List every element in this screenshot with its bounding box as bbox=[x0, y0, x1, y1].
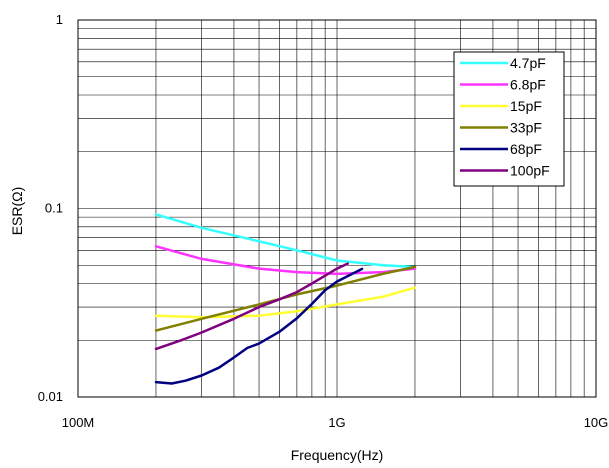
series-line-100pF bbox=[154, 262, 349, 351]
x-tick-label: 10G bbox=[584, 415, 609, 430]
series-line-33pF bbox=[154, 265, 417, 332]
legend-label: 4.7pF bbox=[510, 55, 546, 71]
x-axis-label: Frequency(Hz) bbox=[291, 447, 384, 463]
grid bbox=[78, 20, 596, 397]
legend-label: 6.8pF bbox=[510, 77, 546, 93]
legend: 4.7pF 6.8pF 15pF 33pF 68pF 100pF bbox=[453, 51, 565, 187]
x-tick-label: 1G bbox=[328, 415, 345, 430]
legend-label: 15pF bbox=[510, 98, 542, 114]
series-line-15pF bbox=[154, 286, 417, 319]
plot-area-border bbox=[77, 19, 597, 398]
series-line-6.8pF bbox=[154, 245, 417, 276]
legend-box bbox=[453, 51, 565, 187]
y-tick-label: 1 bbox=[56, 12, 63, 27]
tick-labels: 100M 1G 10G 0.01 0.1 1 bbox=[38, 12, 609, 430]
legend-label: 100pF bbox=[510, 163, 550, 179]
x-tick-label: 100M bbox=[62, 415, 95, 430]
y-tick-label: 0.1 bbox=[45, 201, 63, 216]
legend-label: 68pF bbox=[510, 141, 542, 157]
series-group bbox=[154, 213, 417, 385]
legend-label: 33pF bbox=[510, 120, 542, 136]
series-line-68pF bbox=[154, 267, 364, 385]
y-tick-label: 0.01 bbox=[38, 389, 63, 404]
y-axis-label: ESR(Ω) bbox=[9, 187, 25, 236]
series-line-4.7pF bbox=[154, 213, 417, 269]
